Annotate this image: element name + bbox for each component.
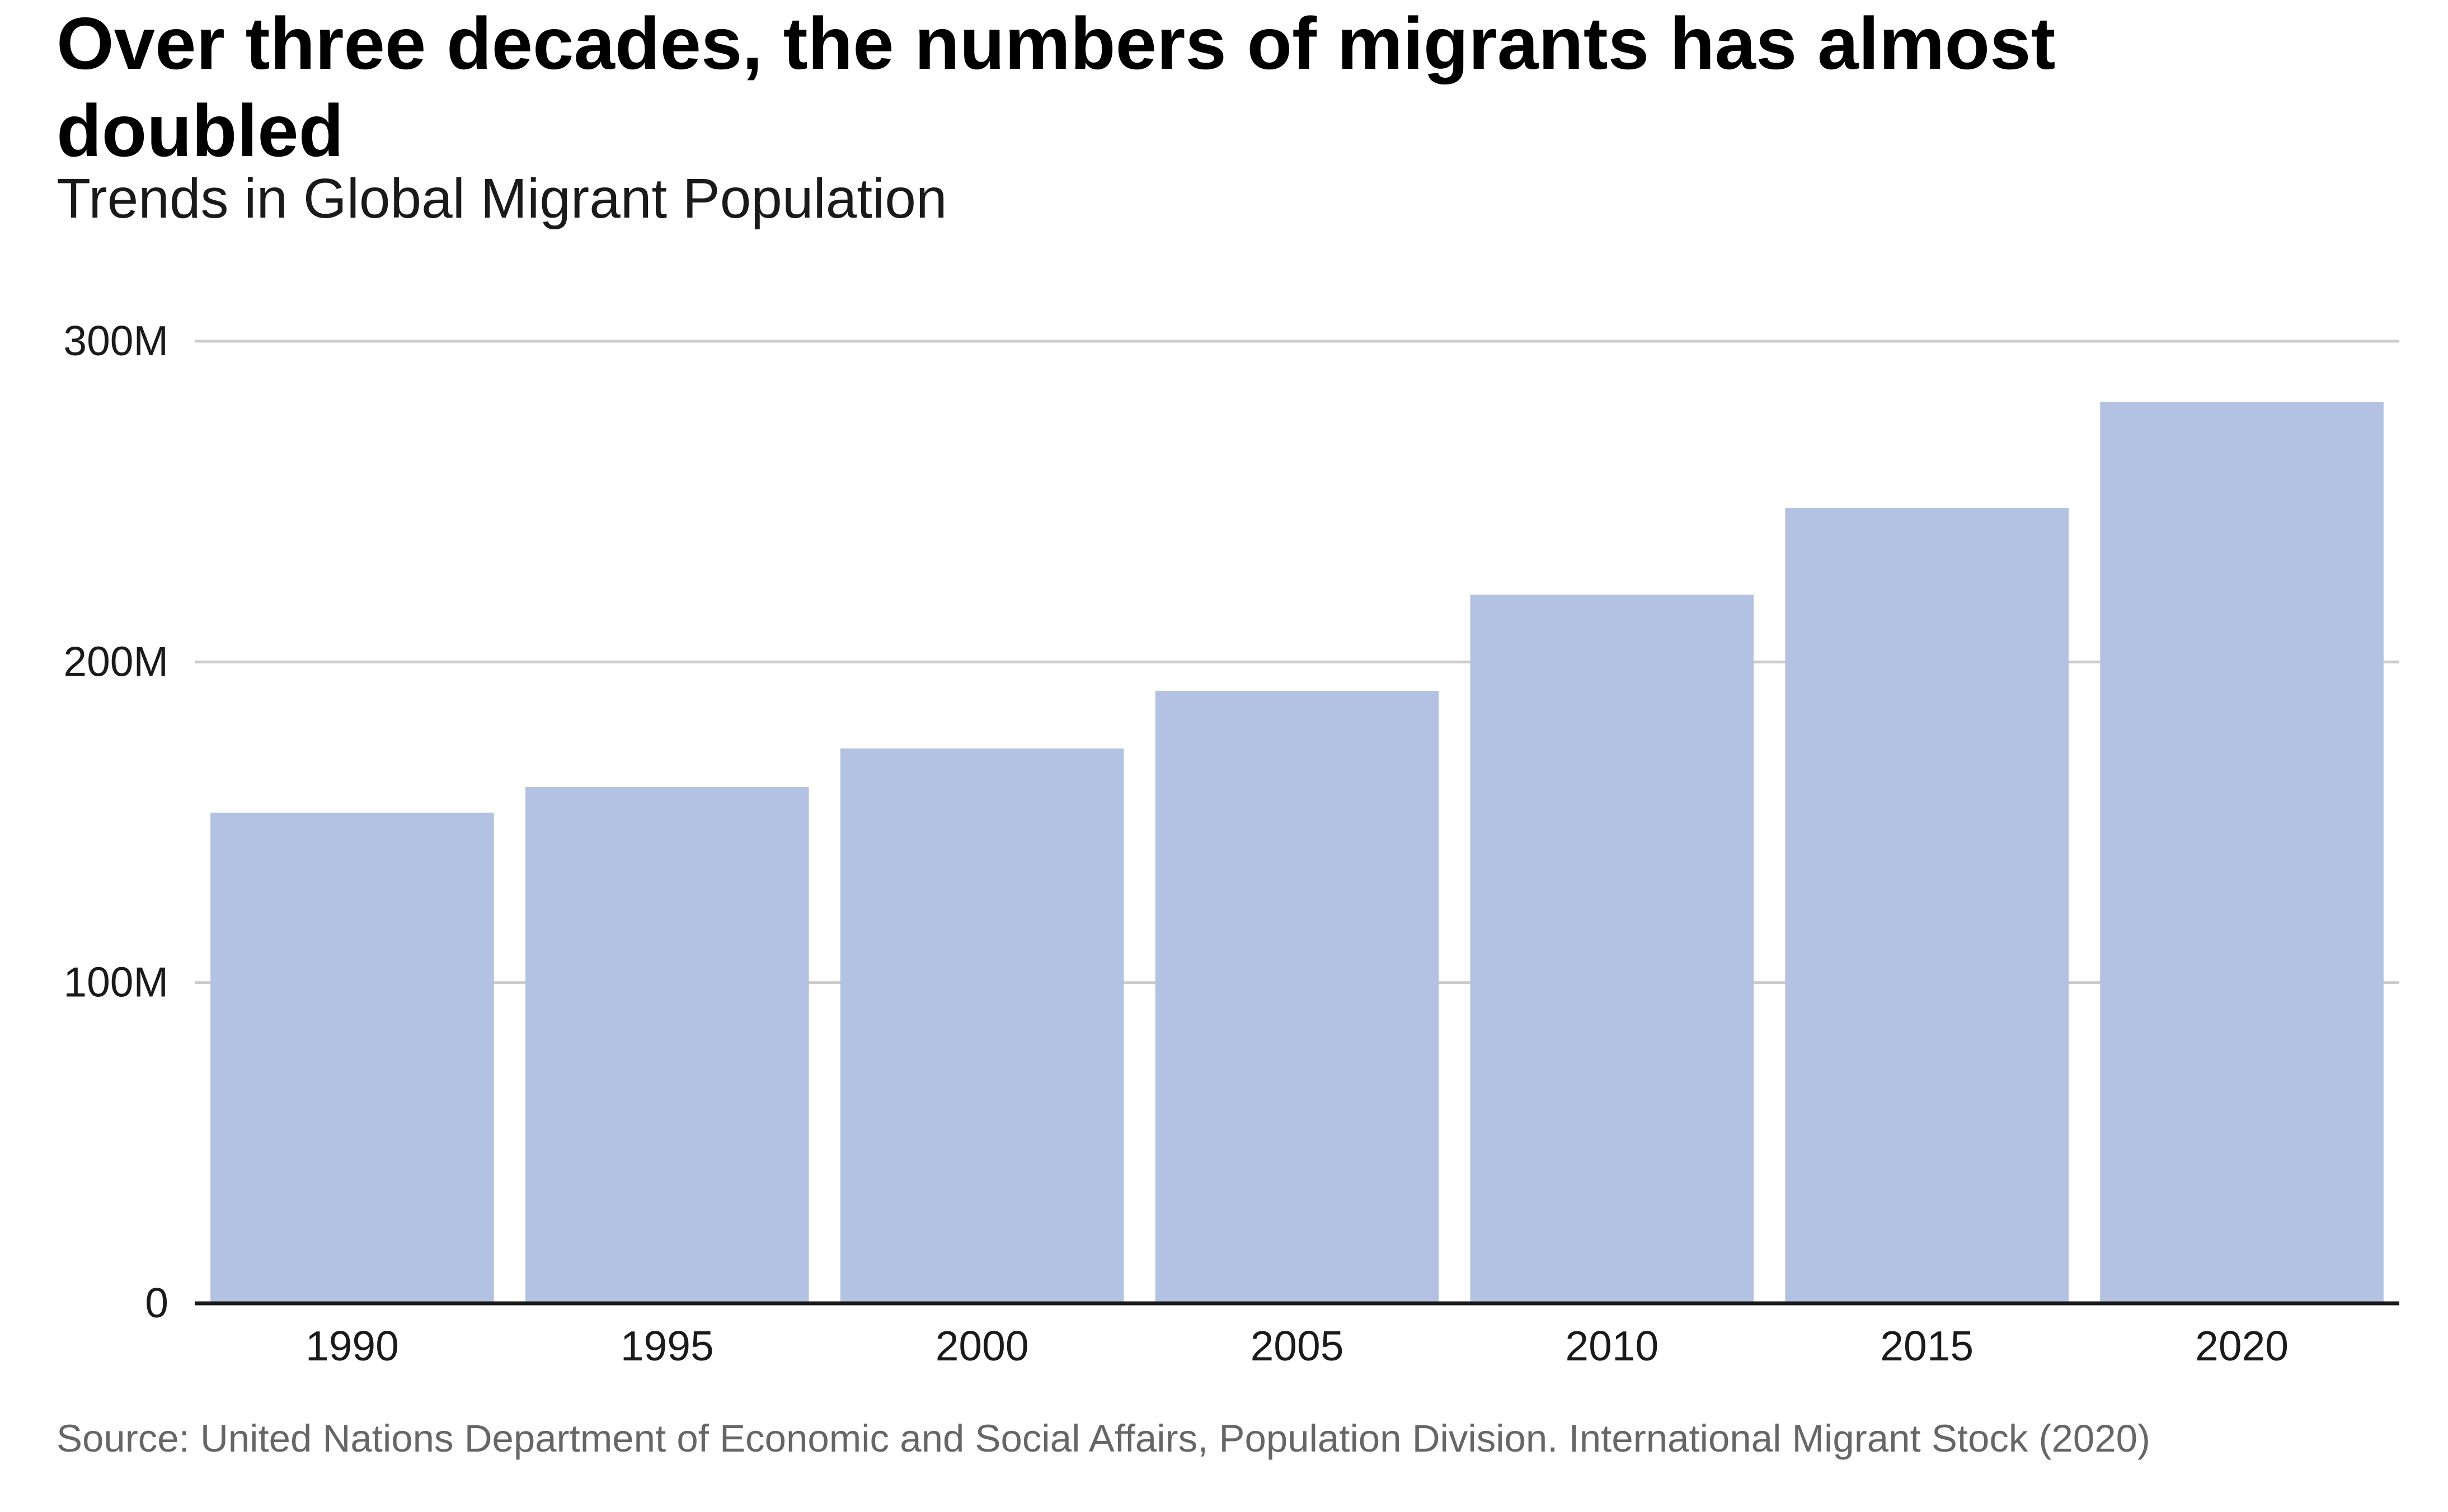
- bar-1990: [210, 812, 494, 1303]
- x-tick-label: 1995: [621, 1322, 714, 1369]
- x-tick-label: 2015: [1880, 1322, 1974, 1369]
- bars: [210, 402, 2384, 1304]
- x-tick-label: 2000: [936, 1322, 1029, 1369]
- y-tick-label: 200M: [63, 638, 168, 685]
- bar-1995: [525, 786, 809, 1303]
- chart-subtitle: Trends in Global Migrant Population: [57, 167, 947, 230]
- chart-title: Over three decades, the numbers of migra…: [57, 2, 2056, 172]
- y-tick-label: 0: [145, 1279, 168, 1326]
- x-tick-label: 1990: [306, 1322, 399, 1369]
- x-tick-label: 2010: [1565, 1322, 1658, 1369]
- x-tick-label: 2020: [2195, 1322, 2289, 1369]
- y-tick-label: 100M: [63, 959, 168, 1006]
- y-tick-label: 300M: [63, 317, 168, 364]
- bar-2020: [2100, 402, 2384, 1303]
- bar-2015: [1785, 508, 2069, 1304]
- axes: 0 100M 200M 300M 1990 1995 2000 2005 2010 2015 202…: [63, 317, 2399, 1369]
- bar-2010: [1470, 594, 1754, 1303]
- source-note: Source: United Nations Department of Eco…: [57, 1417, 2151, 1460]
- bar-2000: [840, 748, 1124, 1303]
- x-tick-label: 2005: [1251, 1322, 1344, 1369]
- bar-2005: [1155, 690, 1439, 1303]
